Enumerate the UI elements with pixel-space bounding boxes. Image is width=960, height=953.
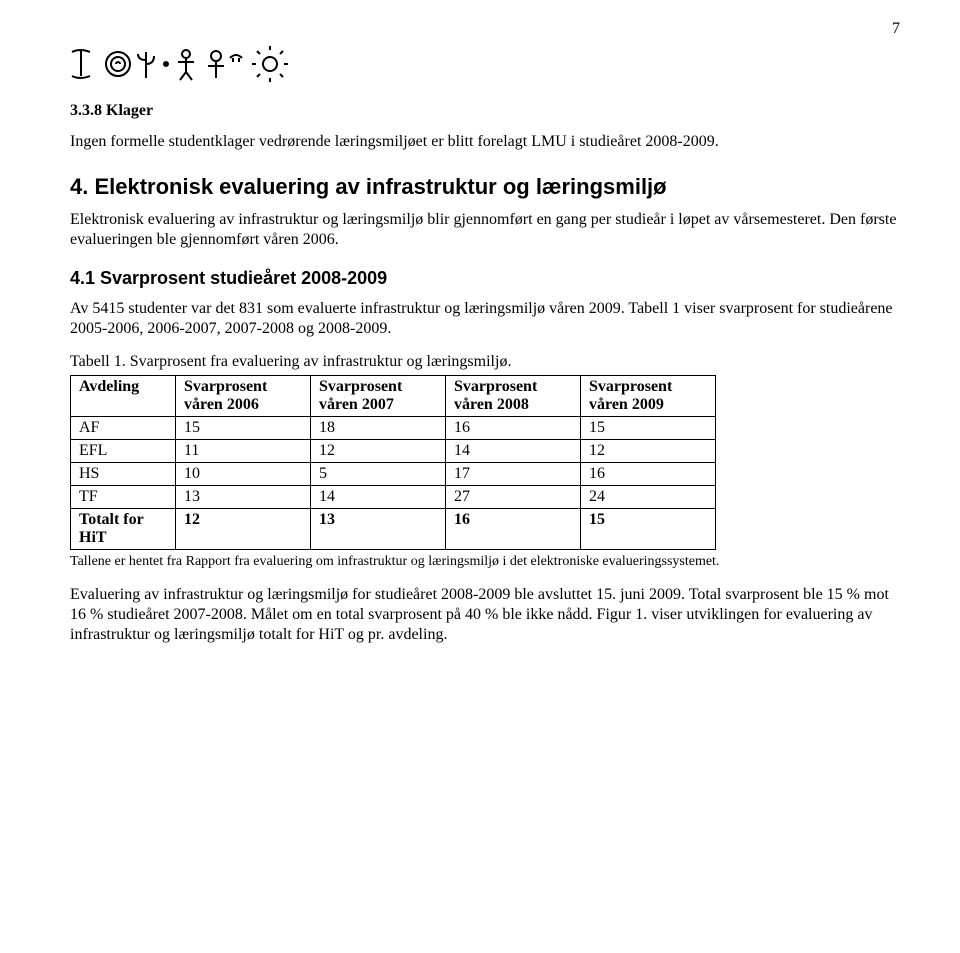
table-cell: 14: [446, 440, 581, 463]
table-cell: HS: [71, 463, 176, 486]
table-row: AF 15 18 16 15: [71, 417, 716, 440]
page-number: 7: [70, 20, 900, 38]
table-cell: 16: [581, 463, 716, 486]
table-row: HS 10 5 17 16: [71, 463, 716, 486]
table-header-cell: Svarprosent våren 2008: [446, 376, 581, 417]
table-cell: TF: [71, 486, 176, 509]
table-cell: 27: [446, 486, 581, 509]
table-header-cell: Svarprosent våren 2007: [311, 376, 446, 417]
table-header-cell: Svarprosent våren 2009: [581, 376, 716, 417]
table-cell: AF: [71, 417, 176, 440]
table-cell: 13: [176, 486, 311, 509]
table-cell: 14: [311, 486, 446, 509]
table-row: Totalt for HiT 12 13 16 15: [71, 509, 716, 550]
table-row: EFL 11 12 14 12: [71, 440, 716, 463]
paragraph-3-3-8: Ingen formelle studentklager vedrørende …: [70, 132, 900, 152]
table-cell: EFL: [71, 440, 176, 463]
table-1: Avdeling Svarprosent våren 2006 Svarpros…: [70, 375, 716, 550]
table-cell: 10: [176, 463, 311, 486]
paragraph-4-intro: Elektronisk evaluering av infrastruktur …: [70, 210, 900, 250]
table-cell: 15: [176, 417, 311, 440]
table-header-row: Avdeling Svarprosent våren 2006 Svarpros…: [71, 376, 716, 417]
table-cell: 15: [581, 417, 716, 440]
table-cell: 11: [176, 440, 311, 463]
table-cell: 24: [581, 486, 716, 509]
table-header-cell: Svarprosent våren 2006: [176, 376, 311, 417]
table-row: TF 13 14 27 24: [71, 486, 716, 509]
table-cell: 12: [176, 509, 311, 550]
header-glyph-row: [70, 44, 900, 84]
table-1-caption: Tabell 1. Svarprosent fra evaluering av …: [70, 353, 900, 371]
table-cell: Totalt for HiT: [71, 509, 176, 550]
table-cell: 18: [311, 417, 446, 440]
table-cell: 16: [446, 509, 581, 550]
table-cell: 17: [446, 463, 581, 486]
paragraph-4-1-a: Av 5415 studenter var det 831 som evalue…: [70, 299, 900, 339]
table-header-cell: Avdeling: [71, 376, 176, 417]
heading-4: 4. Elektronisk evaluering av infrastrukt…: [70, 174, 900, 200]
heading-3-3-8: 3.3.8 Klager: [70, 102, 900, 120]
table-cell: 15: [581, 509, 716, 550]
heading-4-1: 4.1 Svarprosent studieåret 2008-2009: [70, 268, 900, 289]
table-cell: 12: [311, 440, 446, 463]
table-1-footnote: Tallene er hentet fra Rapport fra evalue…: [70, 554, 900, 571]
table-cell: 13: [311, 509, 446, 550]
table-cell: 16: [446, 417, 581, 440]
table-cell: 5: [311, 463, 446, 486]
paragraph-4-1-b: Evaluering av infrastruktur og læringsmi…: [70, 585, 900, 645]
table-cell: 12: [581, 440, 716, 463]
